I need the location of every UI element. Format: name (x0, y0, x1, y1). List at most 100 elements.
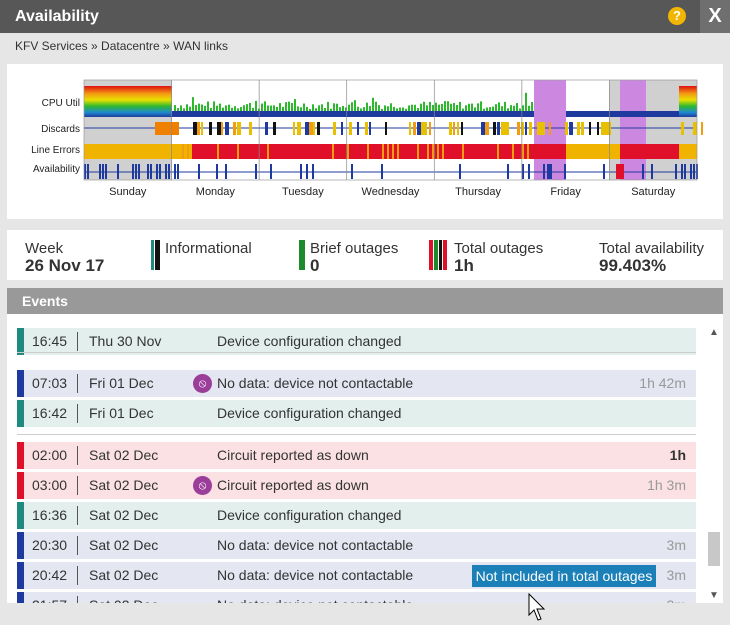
close-button[interactable]: X (700, 0, 730, 33)
event-message: No data: device not contactable (217, 567, 414, 583)
chart-cpu-spike (219, 103, 221, 111)
event-row[interactable]: 16:45 Thu 30 Nov Device configuration chan… (17, 328, 696, 355)
chart-discards-mark (317, 122, 320, 135)
chart-day-label: Friday (550, 186, 581, 198)
chart-discards-mark (365, 122, 368, 135)
chart-frame (83, 79, 698, 181)
chart-cpu-spike (267, 105, 269, 111)
chart-discards-mark (537, 122, 541, 135)
event-time: 07:03 (32, 375, 68, 391)
availability-chart-panel: CPU Util Discards Line Errors Availability S… (7, 64, 723, 219)
chart-cpu-spike (279, 103, 281, 111)
event-row[interactable]: 03:00 Sat 02 Dec ⦸ Circuit reported as down… (17, 472, 696, 499)
event-time: 20:42 (32, 567, 68, 583)
help-icon[interactable]: ? (668, 7, 686, 25)
chart-availability-mark (216, 164, 218, 179)
chart-cpu-spike (495, 104, 497, 111)
chart-cpu-spike (243, 105, 245, 111)
chart-availability-mark (684, 164, 686, 179)
chart-errors-block (679, 144, 697, 159)
informational-summary: Informational (165, 240, 252, 257)
event-time: 02:00 (32, 447, 68, 463)
chart-discards-mark (293, 122, 295, 135)
brief-outages-label: Brief outages (310, 240, 399, 257)
chart-day-label: Monday (196, 186, 236, 198)
event-row[interactable]: 07:03 Fri 01 Dec ⦸ No data: device not cont… (17, 370, 696, 397)
chart-cpu-spike (345, 107, 347, 111)
chart-cpu-spike (318, 105, 320, 111)
chart-cpu-spike (510, 105, 512, 111)
chart-availability-mark (177, 164, 179, 179)
chart-availability-mark (87, 164, 89, 179)
chart-discards-mark (453, 122, 455, 135)
chart-discards-mark (193, 122, 197, 135)
chart-availability-mark (105, 164, 107, 179)
chart-cpu-spike (189, 106, 191, 111)
chart-availability-mark (159, 164, 161, 179)
chart-cpu-spike (228, 104, 230, 111)
chart-errors-mark (442, 144, 444, 159)
event-date: Sat 02 Dec (89, 507, 159, 523)
chart-cpu-spike (363, 107, 365, 111)
event-row[interactable]: 16:36 Sat 02 Dec Device configuration chan… (17, 502, 696, 529)
event-severity-bar (17, 562, 24, 589)
scroll-thumb[interactable] (708, 532, 720, 566)
chart-errors-mark (267, 144, 269, 159)
event-row[interactable]: 20:30 Sat 02 Dec No data: device not conta… (17, 532, 696, 559)
chart-errors-mark (522, 144, 524, 159)
events-header: Events (7, 288, 723, 314)
event-row[interactable]: 21:57 Sat 02 Dec No data: device not conta… (17, 592, 696, 603)
event-row[interactable]: 02:00 Sat 02 Dec Circuit reported as down 1… (17, 442, 696, 469)
chart-discards-mark (701, 122, 703, 135)
scroll-up-icon[interactable]: ▲ (709, 327, 719, 338)
chart-cpu-baseline (172, 111, 534, 117)
event-time: 20:30 (32, 537, 68, 553)
event-message: No data: device not contactable (217, 537, 414, 553)
chart-cpu-spike (336, 103, 338, 111)
chart-discards-mark (209, 122, 212, 135)
event-severity-bar (17, 532, 24, 559)
chart-cpu-spike (438, 104, 440, 111)
chart-cpu-spike (300, 107, 302, 111)
event-message: Device configuration changed (217, 333, 402, 349)
event-date: Sat 02 Dec (89, 592, 158, 603)
event-row[interactable]: 16:42 Fri 01 Dec Device configuration chan… (17, 400, 696, 427)
chart-cpu-spike (234, 106, 236, 111)
chart-availability-mark (102, 164, 104, 179)
chart-errors-block (566, 144, 620, 159)
chart-cpu-spike (366, 102, 368, 111)
chart-errors-mark (387, 144, 389, 159)
chart-cpu-block (84, 86, 172, 117)
chart-availability-mark (270, 164, 272, 179)
mouse-cursor-icon (528, 593, 546, 621)
event-severity-bar (17, 442, 24, 469)
chart-discards-mark (497, 122, 500, 135)
chart-discards-mark (409, 122, 411, 135)
chart-cpu-spike (465, 105, 467, 111)
chart-errors-mark (462, 144, 464, 159)
chart-errors-block (192, 144, 534, 159)
event-severity-bar (17, 328, 24, 355)
chart-cpu-spike (186, 104, 188, 111)
chart-errors-mark (217, 144, 219, 159)
events-scrollbar[interactable]: ▲ ▼ (707, 326, 721, 603)
scroll-down-icon[interactable]: ▼ (709, 590, 719, 601)
chart-cpu-spike (309, 108, 311, 111)
event-date: Fri 01 Dec (89, 375, 154, 391)
chart-cpu-spike (213, 101, 215, 111)
chart-cpu-spike (324, 107, 326, 111)
chart-cpu-spike (411, 104, 413, 111)
chart-row-label: Availability (33, 164, 80, 175)
event-date: Sat 02 Dec (89, 447, 159, 463)
breadcrumb[interactable]: KFV Services » Datacentre » WAN links (15, 39, 228, 53)
day-divider (17, 352, 696, 353)
chart-discards-mark (309, 122, 313, 135)
chart-discards-mark (333, 122, 336, 135)
chart-discards-block (155, 122, 179, 135)
event-separator (77, 476, 78, 495)
chart-cpu-spike (456, 104, 458, 111)
chart-cpu-spike (306, 106, 308, 111)
total-availability-summary: Total availability 99.403% (599, 240, 704, 275)
chart-cpu-spike (201, 104, 203, 111)
chart-discards-mark (589, 122, 591, 135)
